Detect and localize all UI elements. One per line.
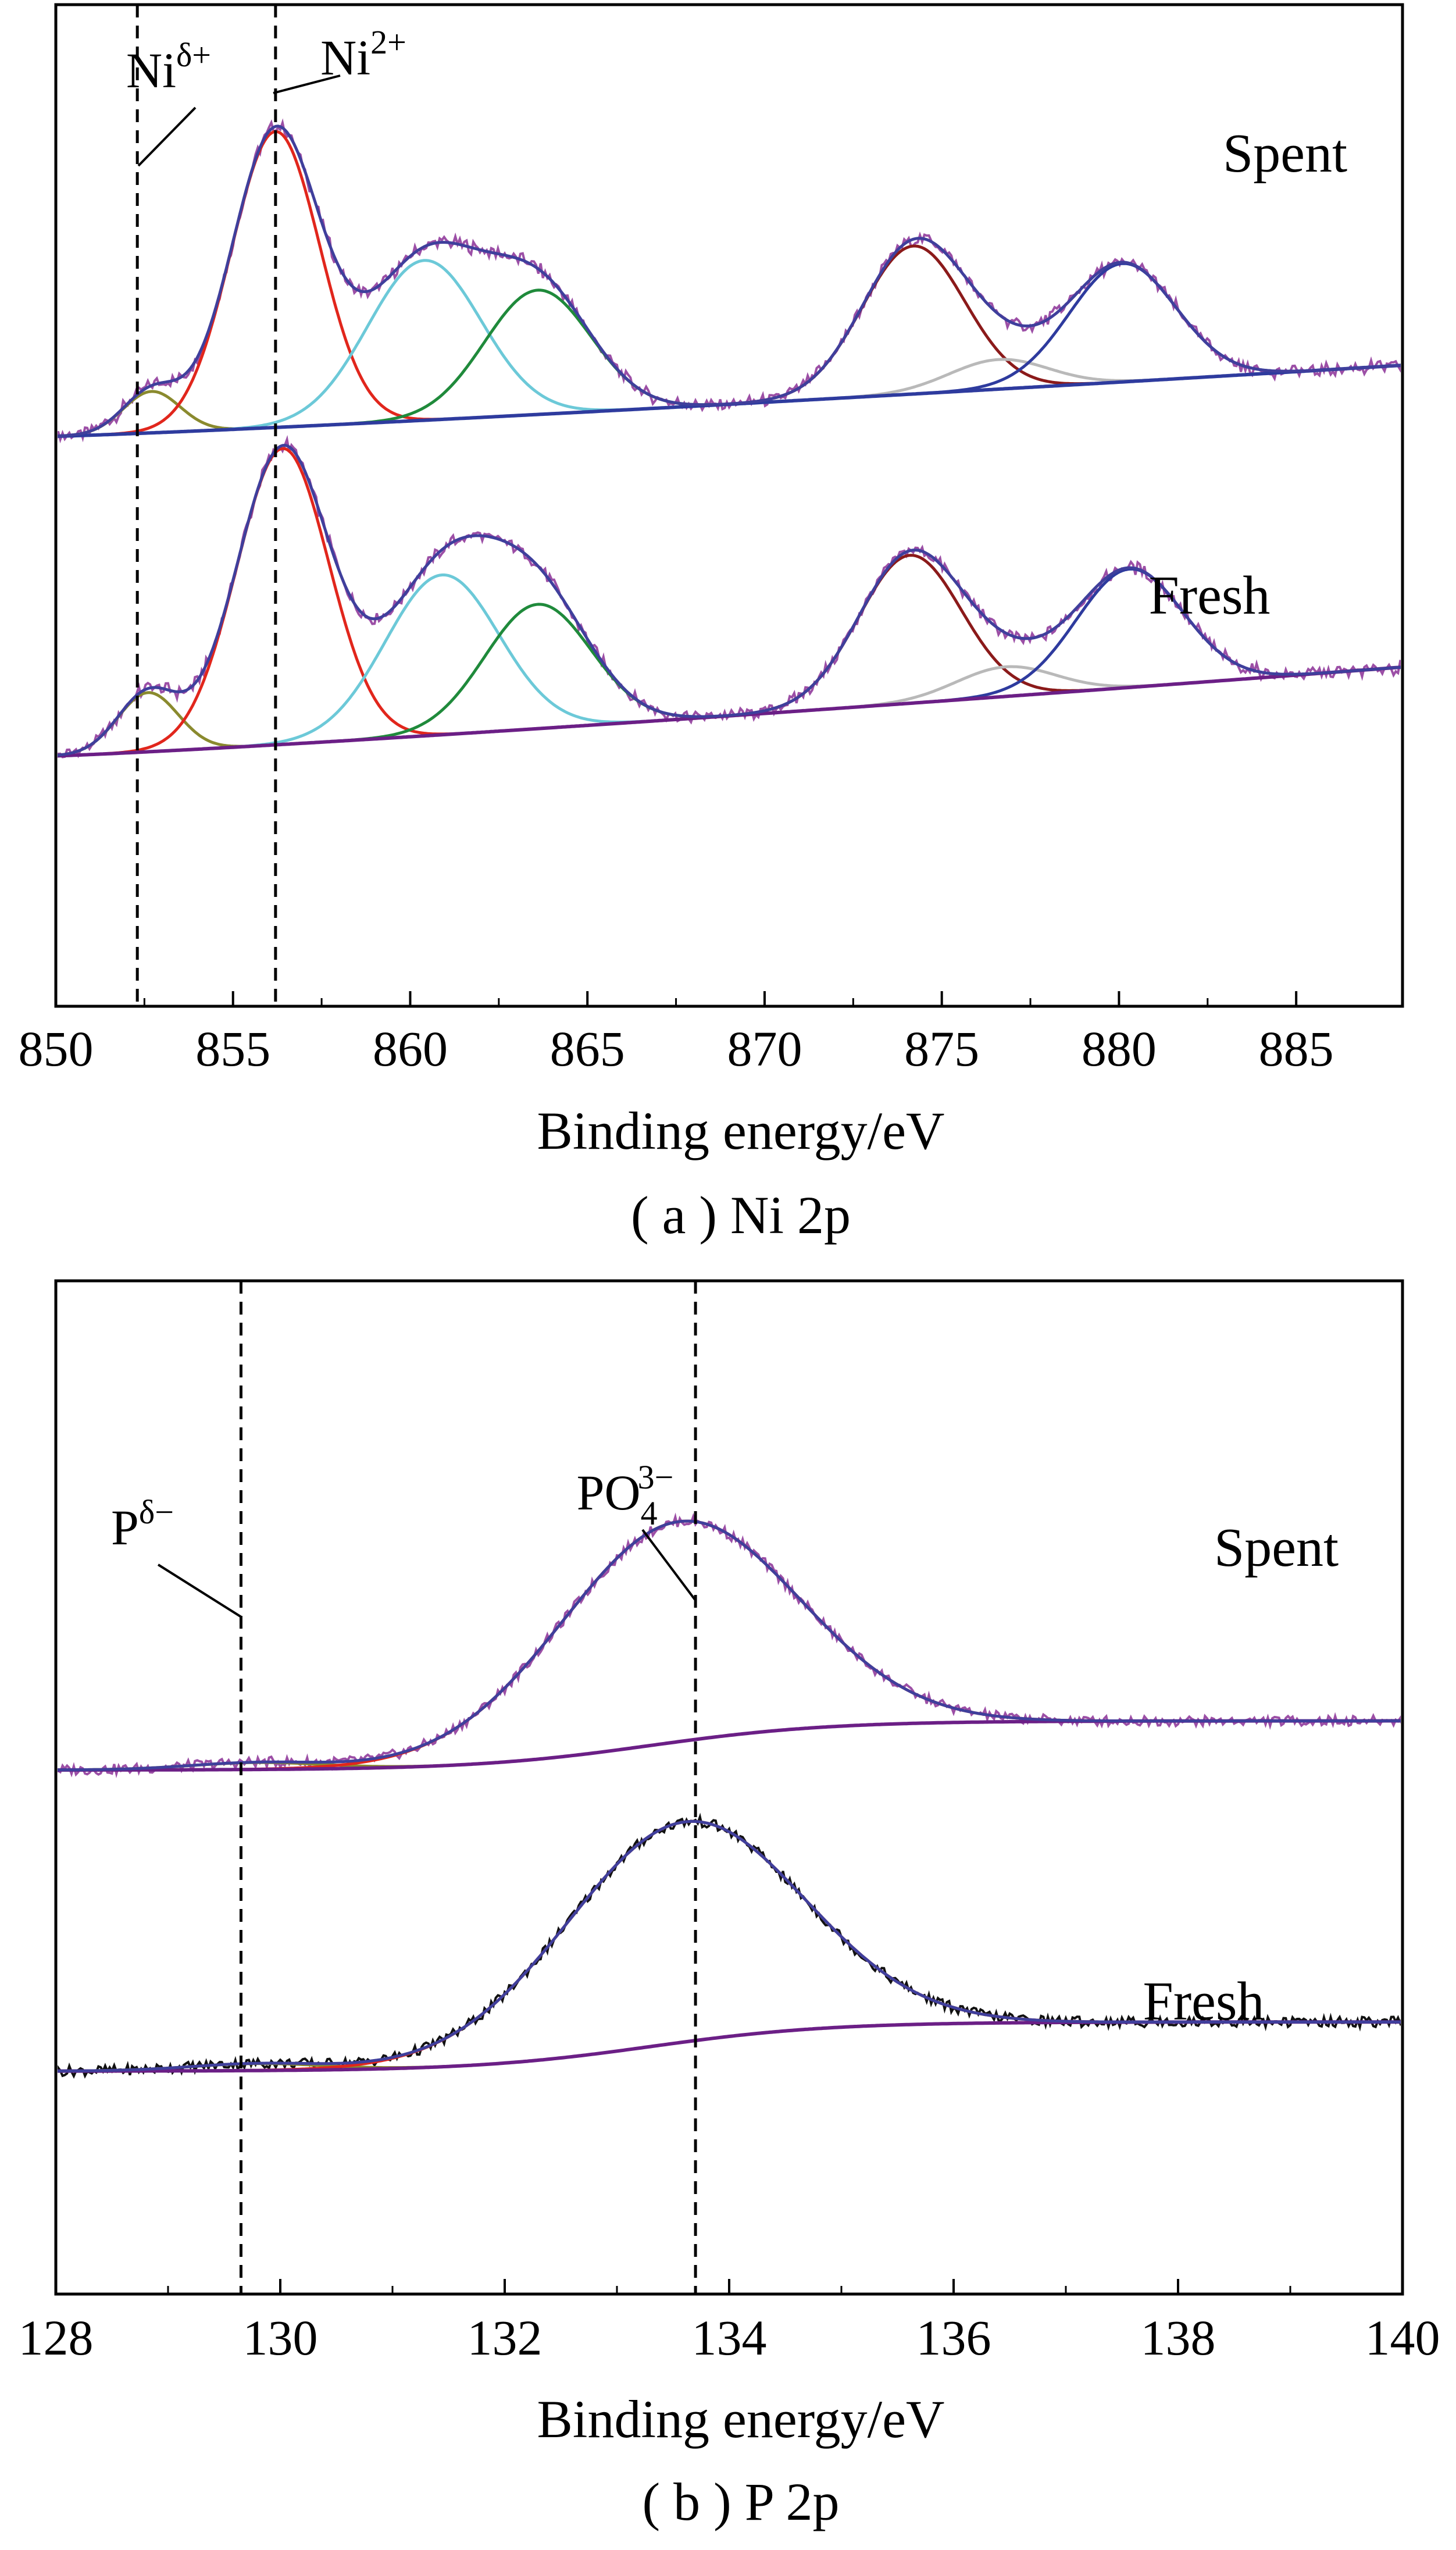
- fit-component-spent-3: [58, 289, 1401, 438]
- fit-component-spent-1: [58, 130, 1401, 438]
- panel-b-p-2p: 128 130 132 134 136 138 140 Binding energy/eV ( …: [19, 1279, 1440, 2531]
- annotation-leader: [273, 74, 341, 94]
- annotation-leader: [641, 1529, 696, 1601]
- sample-label-fresh: Fresh: [1143, 1971, 1265, 2032]
- plot-area: [58, 1512, 1401, 2079]
- x-tick-label: 134: [692, 2310, 767, 2366]
- sample-label-spent: Spent: [1214, 1518, 1339, 1578]
- raw-spectrum-spent: [58, 118, 1401, 444]
- fit-component-fresh-1: [58, 1819, 1401, 2073]
- annotation-label: Niδ+: [126, 36, 211, 98]
- x-tick-label: 855: [195, 1021, 270, 1077]
- sample-label-spent: Spent: [1223, 123, 1347, 184]
- raw-spectrum-spent: [58, 1512, 1401, 1779]
- fit-envelope-spent: [58, 1519, 1401, 1772]
- x-tick-label: 136: [916, 2310, 991, 2366]
- fit-component-spent-6: [58, 262, 1401, 438]
- fit-component-fresh-5: [58, 665, 1401, 757]
- x-axis-title: Binding energy/eV: [537, 2389, 945, 2449]
- x-tick-label: 870: [727, 1021, 802, 1077]
- plot-frame: [54, 1279, 1404, 2296]
- annotation-label: PO43−: [577, 1458, 674, 1532]
- annotation-label: Pδ−: [111, 1493, 174, 1555]
- annotation-leader: [137, 106, 197, 167]
- x-tick-label: 138: [1141, 2310, 1216, 2366]
- x-tick-label: 132: [468, 2310, 543, 2366]
- x-tick-label: 865: [550, 1021, 625, 1077]
- x-tick-label: 130: [243, 2310, 318, 2366]
- x-tick-label: 128: [19, 2310, 94, 2366]
- fit-component-fresh-0: [58, 665, 1401, 757]
- fit-envelope-fresh: [58, 1819, 1401, 2072]
- x-tick-label: 850: [19, 1021, 94, 1077]
- plot-area: [58, 118, 1401, 758]
- x-tick-label: 885: [1259, 1021, 1334, 1077]
- x-tick-label: 860: [373, 1021, 448, 1077]
- panel-caption: ( b ) P 2p: [642, 2472, 839, 2531]
- plot-frame: [54, 3, 1404, 1008]
- annotation-label: Ni2+: [320, 23, 406, 86]
- annotation-leader: [157, 1564, 242, 1618]
- x-tick-label: 140: [1365, 2310, 1440, 2366]
- sample-label-fresh: Fresh: [1149, 565, 1271, 626]
- fit-envelope-fresh: [58, 443, 1401, 757]
- fit-component-spent-2: [58, 259, 1401, 438]
- baseline-fresh: [58, 665, 1401, 758]
- panel-caption: ( a ) Ni 2p: [631, 1185, 851, 1245]
- fit-envelope-spent: [58, 124, 1401, 438]
- fit-component-spent-1: [58, 1519, 1401, 1772]
- x-tick-label: 880: [1082, 1021, 1157, 1077]
- x-tick-label: 875: [904, 1021, 979, 1077]
- panel-a-ni-2p: 850 855 860 865 870 875 880 885 Binding energy/e…: [19, 3, 1404, 1245]
- x-axis-title: Binding energy/eV: [537, 1101, 945, 1160]
